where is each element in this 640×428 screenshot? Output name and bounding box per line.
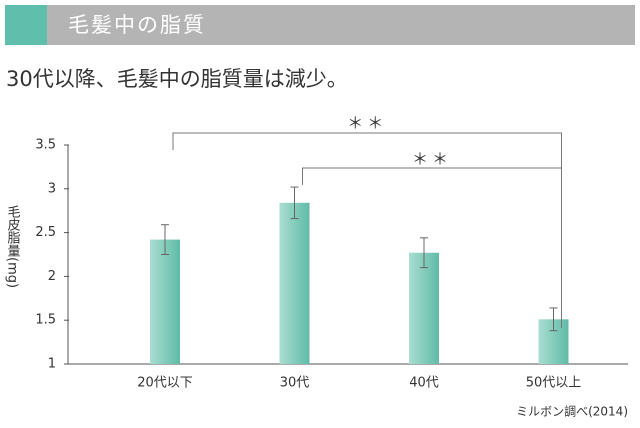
y-tick-label: 1	[48, 357, 56, 372]
y-axis-label: 毛皮脂量(mg)	[5, 205, 21, 288]
header-accent	[5, 5, 47, 45]
significance-label: ＊＊	[347, 114, 387, 133]
significance-bracket	[172, 132, 562, 328]
header-title: 毛髪中の脂質	[68, 13, 206, 37]
bar	[279, 202, 310, 364]
y-tick-label: 3	[48, 181, 56, 196]
bar	[409, 252, 439, 364]
significance-label: ＊＊	[412, 150, 452, 169]
source-note: ミルボン調べ(2014)	[516, 405, 628, 419]
x-tick-label: 40代	[409, 376, 439, 391]
bar	[150, 239, 180, 364]
header-bar	[5, 5, 635, 45]
chart-title: 30代以降、毛髪中の脂質量は減少。	[6, 67, 348, 91]
x-tick-label: 50代以上	[526, 376, 582, 391]
x-tick-label: 30代	[280, 376, 310, 391]
y-tick-label: 3.5	[35, 138, 56, 153]
significance-bracket	[302, 167, 562, 300]
y-tick-label: 2	[48, 269, 56, 284]
y-tick-label: 1.5	[35, 313, 56, 328]
y-tick-label: 2.5	[35, 225, 56, 240]
x-tick-label: 20代以下	[137, 376, 193, 391]
